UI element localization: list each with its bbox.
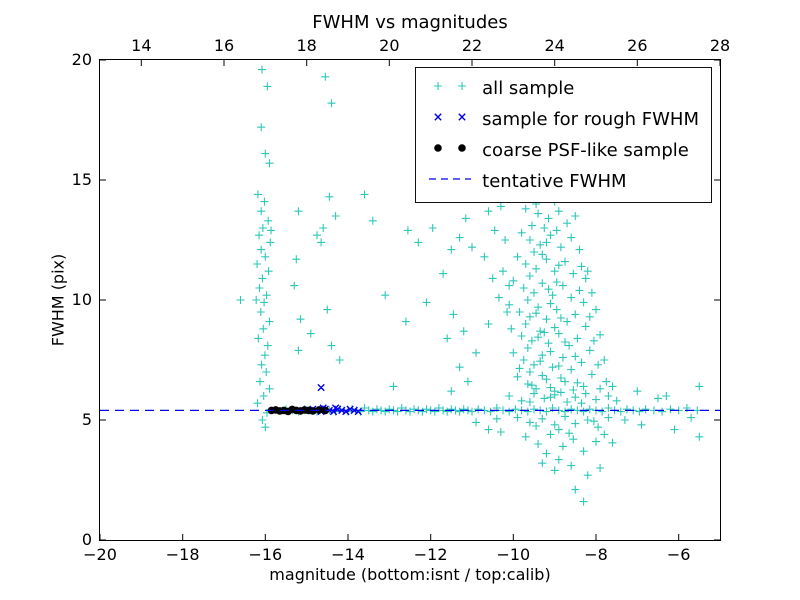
y-tick-label: 20 <box>71 50 92 69</box>
scatter-plot <box>100 60 720 540</box>
legend-item-label: tentative FWHM <box>482 171 627 192</box>
x-tick-label-bottom: −16 <box>248 545 283 564</box>
x-tick-label-top: 16 <box>213 36 235 55</box>
dot-legend-marker-icon <box>428 138 472 163</box>
plot-area: all sample sample for rough FWHM coarse PS… <box>99 59 721 541</box>
legend-item: sample for rough FWHM <box>428 107 699 132</box>
x-tick-label-top: 14 <box>131 36 152 55</box>
plus-legend-marker-icon <box>428 76 472 101</box>
y-tick-label: 0 <box>81 530 92 549</box>
x-tick-label-top: 28 <box>709 36 731 55</box>
x-tick-label-top: 22 <box>461 36 483 55</box>
x-axis-label: magnitude (bottom:isnt / top:calib) <box>269 565 551 584</box>
x-tick-label-bottom: −18 <box>165 545 200 564</box>
dashed-line-legend-marker-icon <box>428 169 472 194</box>
x-tick-label-bottom: −8 <box>584 545 608 564</box>
chart-title: FWHM vs magnitudes <box>312 12 508 33</box>
legend-item-label: sample for rough FWHM <box>482 109 699 130</box>
y-tick-label: 15 <box>71 170 92 189</box>
legend-item-label: coarse PSF-like sample <box>482 140 689 161</box>
legend-item-label: all sample <box>482 78 575 99</box>
x-tick-label-bottom: −20 <box>83 545 117 564</box>
x-tick-label-top: 24 <box>544 36 565 55</box>
legend-item: all sample <box>428 76 699 101</box>
x-tick-label-bottom: −6 <box>666 545 691 564</box>
x-tick-label-bottom: −14 <box>331 545 365 564</box>
y-tick-label: 10 <box>71 290 92 309</box>
x-tick-label-top: 20 <box>379 36 400 55</box>
x-tick-label-top: 18 <box>296 36 317 55</box>
legend-item: coarse PSF-like sample <box>428 138 699 163</box>
legend: all sample sample for rough FWHM coarse PS… <box>415 67 712 203</box>
legend-item: tentative FWHM <box>428 169 699 194</box>
x-tick-label-bottom: −10 <box>496 545 531 564</box>
x-tick-label-bottom: −12 <box>413 545 448 564</box>
x-legend-marker-icon <box>428 107 472 132</box>
x-tick-label-top: 26 <box>627 36 648 55</box>
y-tick-label: 5 <box>81 410 92 429</box>
